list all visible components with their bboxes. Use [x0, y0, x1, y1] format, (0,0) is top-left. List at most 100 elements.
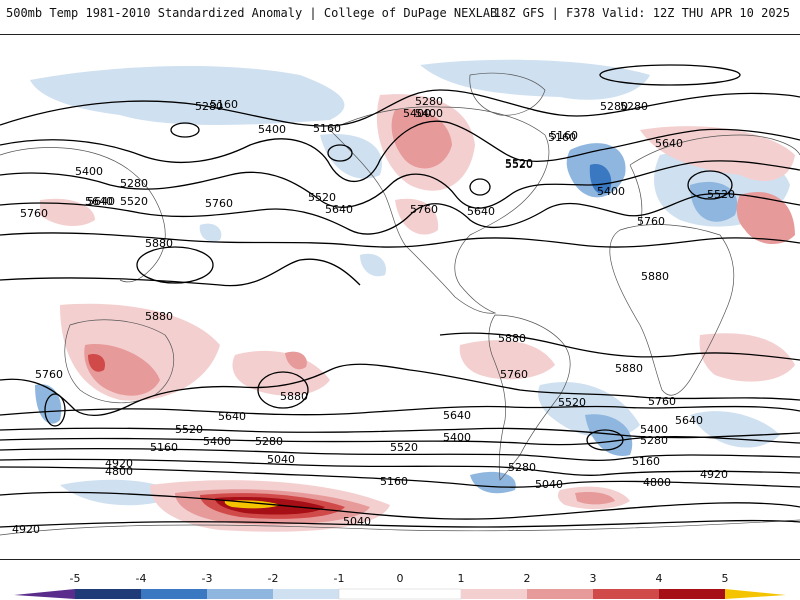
- colorbar-swatch: [659, 589, 725, 599]
- contour-line: [0, 405, 800, 416]
- contour-line: [0, 447, 800, 461]
- contour-line: [0, 120, 800, 182]
- colorbar-label: -2: [267, 572, 279, 585]
- colorbar-label: 5: [721, 572, 729, 585]
- contour-closed-low: [136, 246, 214, 284]
- warm-anomaly-area: [640, 126, 795, 181]
- coastline-south-america: [488, 314, 571, 481]
- contour-label: 5400: [403, 107, 431, 120]
- coastline-antarctica: [0, 519, 800, 536]
- contour-label: 5040: [267, 453, 295, 466]
- warm-anomaly-area: [699, 333, 795, 382]
- colorbar-label: 1: [457, 572, 465, 585]
- cold-anomaly-area: [690, 181, 738, 222]
- contour-label: 5640: [325, 203, 353, 216]
- contour-label: 5640: [675, 414, 703, 427]
- map-panel: 5160 5280 5400 5160 5280 5400 5280 5160 …: [0, 34, 800, 560]
- contour-label: 5520: [707, 188, 735, 201]
- colorbar-end-left: [14, 589, 75, 599]
- contour-closed-low: [687, 170, 733, 200]
- contour-label: 5520: [390, 441, 418, 454]
- colorbar-swatch: [461, 589, 527, 599]
- model-run-info: 18Z GFS | F378 Valid: 12Z THU APR 10 202…: [493, 6, 790, 20]
- contour-label: 5160: [380, 475, 408, 488]
- colorbar-swatch: [338, 588, 462, 600]
- contour-line: [0, 435, 800, 446]
- coastlines: [0, 72, 800, 536]
- colorbar-label: -3: [201, 572, 213, 585]
- colorbar-label: 2: [523, 572, 531, 585]
- colorbar-label: -1: [333, 572, 345, 585]
- cold-anomaly-area: [360, 253, 386, 277]
- contour-closed-low: [170, 122, 200, 138]
- contour-label: 5520: [505, 158, 533, 171]
- colorbar: -5 -4 -3 -2 -1 0 1 2 3 4 5: [0, 570, 800, 600]
- contour-label: 5280: [255, 435, 283, 448]
- contour-label: 5520: [558, 396, 586, 409]
- contour-label: 5640: [85, 195, 113, 208]
- contour-line: [0, 458, 800, 476]
- contour-label: 5160: [150, 441, 178, 454]
- contour-label: 5400: [203, 435, 231, 448]
- contour-line: [0, 160, 800, 209]
- warm-anomaly-area: [736, 191, 795, 245]
- contour-line: [0, 466, 800, 488]
- contour-closed-low: [469, 178, 491, 196]
- contour-label: 5760: [35, 368, 63, 381]
- colorbar-swatch: [527, 589, 593, 599]
- contour-label: 5640: [655, 137, 683, 150]
- contour-label: 4800: [105, 465, 133, 478]
- coastline-north-america: [329, 106, 550, 314]
- colorbar-swatch: [207, 589, 273, 599]
- contour-label: 5400: [443, 431, 471, 444]
- coastline-africa: [609, 224, 735, 396]
- cold-anomaly-area: [199, 223, 222, 242]
- contour-line: [0, 89, 800, 127]
- contour-closed-low: [44, 393, 66, 427]
- colorbar-swatch: [75, 589, 141, 599]
- coastline-greenland: [469, 72, 546, 116]
- contour-label: 5760: [648, 395, 676, 408]
- cold-anomaly-area: [60, 479, 180, 506]
- contour-label: 5520: [175, 423, 203, 436]
- contour-label: 5640: [87, 195, 115, 208]
- contour-label: 5640: [218, 410, 246, 423]
- contour-label: 5640: [467, 205, 495, 218]
- contour-label: 5280: [415, 95, 443, 108]
- warm-anomaly-area: [395, 198, 439, 235]
- colorbar-swatches: [14, 588, 786, 600]
- colorbar-swatch: [141, 589, 207, 599]
- contour-line: [0, 363, 800, 417]
- contour-label: 4920: [12, 523, 40, 536]
- contour-label: 5040: [343, 515, 371, 528]
- contour-label: 4800: [643, 476, 671, 489]
- contour-label: 5760: [410, 203, 438, 216]
- contour-label: 5400: [415, 107, 443, 120]
- contour-label: 5400: [597, 185, 625, 198]
- warm-anomaly-area: [232, 350, 330, 396]
- cold-anomaly-area: [35, 384, 62, 424]
- contour-label: 5160: [313, 122, 341, 135]
- warm-anomaly-area: [285, 351, 307, 370]
- contour-label: 5520: [308, 191, 336, 204]
- contour-label: 5400: [75, 165, 103, 178]
- warm-anomaly-area: [224, 500, 280, 509]
- contour-label: 5160: [548, 131, 576, 144]
- contour-line: [439, 332, 800, 361]
- contour-label: 5880: [641, 270, 669, 283]
- contour-label: 5280: [640, 434, 668, 447]
- contour-label: 5520: [120, 195, 148, 208]
- map-title: 500mb Temp 1981-2010 Standardized Anomal…: [6, 6, 498, 20]
- contour-label: 4920: [105, 457, 133, 470]
- colorbar-label: 3: [589, 572, 597, 585]
- contour-line: [0, 232, 800, 248]
- contour-label: 5760: [500, 368, 528, 381]
- contour-label: 5040: [535, 478, 563, 491]
- cold-anomaly-area: [420, 59, 650, 100]
- contour-label: 5280: [508, 461, 536, 474]
- warm-anomaly-area: [88, 354, 106, 372]
- contour-label: 5400: [258, 123, 286, 136]
- contour-label: 5280: [600, 100, 628, 113]
- contour-label: 5520: [505, 157, 533, 170]
- contour-line: [0, 258, 361, 287]
